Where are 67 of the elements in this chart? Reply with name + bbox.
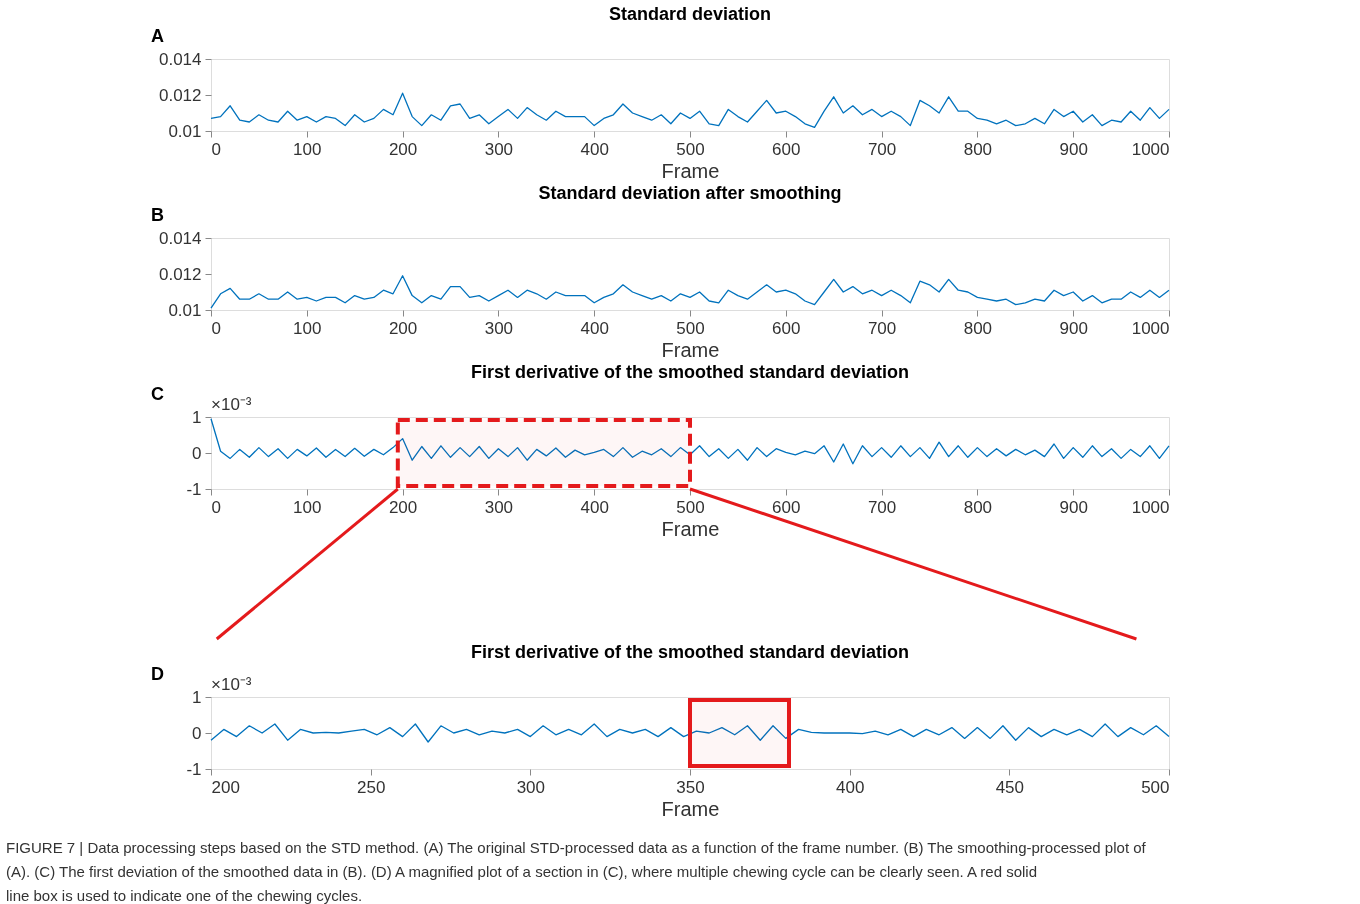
x-tick-label: 900 <box>1059 139 1088 159</box>
x-tick-label: 1000 <box>1131 318 1170 338</box>
x-tick-label: 500 <box>676 139 705 159</box>
chart-title: First derivative of the smoothed standard deviation <box>470 642 910 662</box>
x-tick-label: 400 <box>580 497 609 517</box>
y-tick-label: 0.012 <box>158 264 202 284</box>
text: A <box>151 26 164 46</box>
y-tick-label: 0.014 <box>158 228 202 248</box>
y-tick-label: -1 <box>186 759 202 779</box>
x-tick-label: 100 <box>293 318 322 338</box>
x-tick-label: 300 <box>516 777 546 797</box>
chart-title: First derivative of the smoothed standard deviation <box>470 362 910 382</box>
y-tick-label: -1 <box>186 479 202 499</box>
chart-title: Standard deviation <box>608 4 772 24</box>
y-tick-label: 1 <box>192 407 202 427</box>
x-tick-label: 500 <box>676 318 705 338</box>
y-tick-label: 0.01 <box>168 121 202 141</box>
y-tick-label: 0 <box>192 443 202 463</box>
x-tick-label: 200 <box>211 777 240 797</box>
y-tick-label: 0.014 <box>158 49 202 69</box>
x-axis-title: Frame <box>661 517 720 540</box>
x-tick-label: 900 <box>1059 497 1088 517</box>
x-tick-label: 700 <box>867 497 897 517</box>
x-tick-label: 200 <box>388 497 418 517</box>
y-tick-label: 0.01 <box>168 300 202 320</box>
x-axis-title: Frame <box>661 338 720 361</box>
x-tick-label: 300 <box>484 318 514 338</box>
text: B <box>151 205 164 225</box>
x-tick-label: 350 <box>676 777 705 797</box>
x-tick-label: 800 <box>963 139 993 159</box>
x-tick-label: 600 <box>772 139 801 159</box>
x-tick-label: 400 <box>835 777 865 797</box>
x-tick-label: 500 <box>1141 777 1170 797</box>
x-tick-label: 200 <box>388 318 418 338</box>
x-tick-label: 450 <box>995 777 1025 797</box>
y-tick-label: 1 <box>192 687 202 707</box>
x-tick-label: 1000 <box>1131 139 1170 159</box>
text: ×10⁻³ <box>211 675 252 694</box>
x-axis-title: Frame <box>661 159 720 182</box>
x-tick-label: 100 <box>293 497 322 517</box>
x-tick-label: 1000 <box>1131 497 1170 517</box>
x-tick-label: 600 <box>772 497 801 517</box>
x-tick-label: 300 <box>484 497 514 517</box>
x-tick-label: 800 <box>963 497 993 517</box>
x-tick-label: 0 <box>211 139 221 159</box>
x-axis-title: Frame <box>661 797 720 820</box>
text: C <box>151 384 164 404</box>
x-tick-label: 250 <box>356 777 386 797</box>
x-tick-label: 800 <box>963 318 993 338</box>
x-tick-label: 500 <box>676 497 705 517</box>
x-tick-label: 300 <box>484 139 514 159</box>
x-tick-label: 100 <box>293 139 322 159</box>
caption: FIGURE 7 | Data processing steps based on the STD method. (A) The original STD-processed data as a function of the frame number. (B) The smoothing-processed plot of (A). (C) The first deviation of the smoothed data in (B). (D) A magnified plot of a section in (C), where multiple chewing cycle can be clearly seen. A red solid line box is used to indicate one of the chewing cycles. <box>6 839 1147 904</box>
x-tick-label: 700 <box>867 139 897 159</box>
text: ×10⁻³ <box>211 395 252 414</box>
x-tick-label: 700 <box>867 318 897 338</box>
x-tick-label: 0 <box>211 318 221 338</box>
y-tick-label: 0.012 <box>158 85 202 105</box>
x-tick-label: 400 <box>580 139 609 159</box>
chart-title: Standard deviation after smoothing <box>538 183 842 203</box>
x-tick-label: 600 <box>772 318 801 338</box>
x-tick-label: 200 <box>388 139 418 159</box>
x-tick-label: 900 <box>1059 318 1088 338</box>
x-tick-label: 0 <box>211 497 221 517</box>
text: D <box>151 664 164 684</box>
y-tick-label: 0 <box>192 723 202 743</box>
x-tick-label: 400 <box>580 318 609 338</box>
